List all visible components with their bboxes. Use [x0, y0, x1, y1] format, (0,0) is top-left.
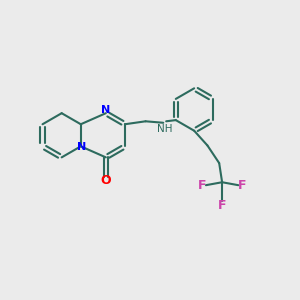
Text: NH: NH	[157, 124, 172, 134]
Text: N: N	[77, 142, 86, 152]
Text: O: O	[100, 174, 111, 188]
Text: N: N	[101, 105, 110, 115]
Text: F: F	[218, 199, 226, 212]
Text: F: F	[238, 179, 246, 192]
Text: F: F	[198, 179, 207, 192]
